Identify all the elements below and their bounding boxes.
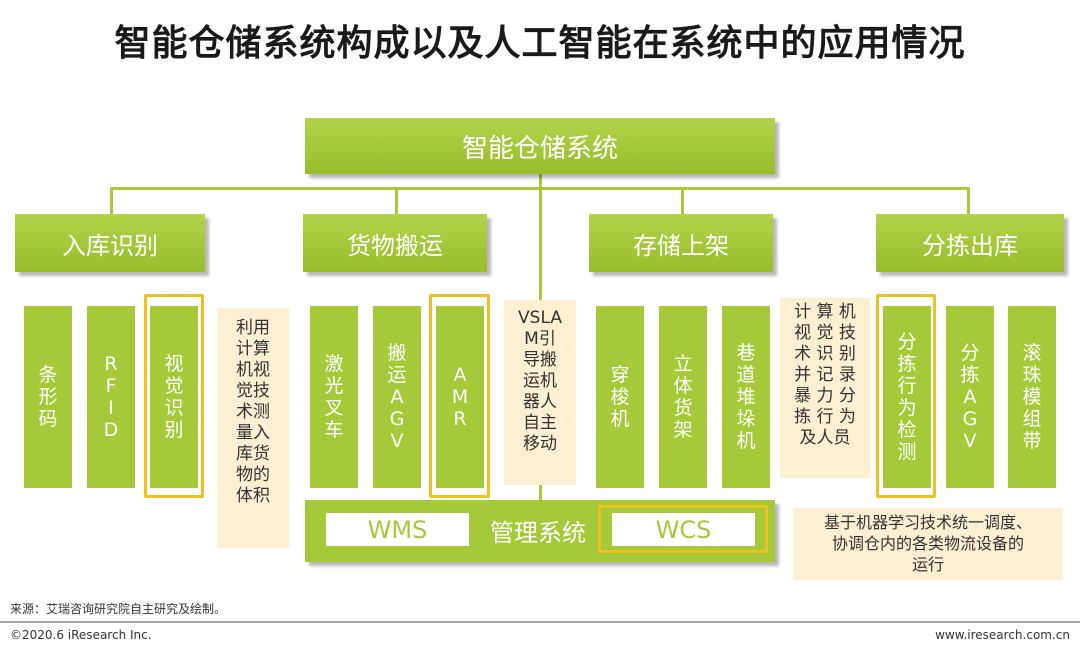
page-title: 智能仓储系统构成以及人工智能在系统中的应用情况 bbox=[114, 23, 966, 64]
highlight-sorting-detection bbox=[876, 294, 936, 498]
copyright: ©2020.6 iResearch Inc. bbox=[10, 628, 152, 642]
website-link[interactable]: www.iresearch.com.cn bbox=[935, 628, 1070, 642]
wcs-box: WCS bbox=[612, 513, 755, 546]
branch-drop-3 bbox=[681, 187, 684, 215]
root-stem bbox=[539, 174, 542, 188]
note-vslam: VSLA M引 导搬 运机 器人 自主 移动 bbox=[504, 300, 576, 485]
note-violent-sorting: 计 算 机 视 觉 技 术 识 别 并 记 录 暴 力 分 拣 行 为 及人员 bbox=[780, 298, 870, 478]
item-sorting-agv: 分 拣 A G V bbox=[946, 306, 994, 488]
category-sorting: 分拣出库 bbox=[876, 214, 1064, 272]
item-transport-agv: 搬 运 A G V bbox=[373, 306, 421, 488]
item-ball-module-belt: 滚 珠 模 组 带 bbox=[1008, 306, 1056, 488]
note-dispatch: 基于机器学习技术统一调度、 协调仓内的各类物流设备的 运行 bbox=[793, 508, 1063, 580]
branch-drop-2 bbox=[395, 187, 398, 215]
category-transport: 货物搬运 bbox=[303, 214, 487, 272]
category-inbound: 入库识别 bbox=[15, 214, 205, 272]
item-visual-recognition: 视 觉 识 别 bbox=[150, 306, 198, 488]
item-3d-shelf: 立 体 货 架 bbox=[659, 306, 707, 488]
note-volume-measurement: 利用 计算 机视 觉技 术测 量入 库货 物的 体积 bbox=[217, 308, 289, 548]
branch-drop-4 bbox=[967, 187, 970, 215]
item-sorting-detection: 分 拣 行 为 检 测 bbox=[883, 306, 931, 488]
highlight-amr bbox=[429, 294, 490, 498]
source-note: 来源：艾瑞咨询研究院自主研究及绘制。 bbox=[10, 602, 227, 616]
management-system-label: 管理系统 bbox=[490, 518, 586, 547]
category-storage: 存储上架 bbox=[589, 214, 773, 272]
item-stacker-crane: 巷 道 堆 垛 机 bbox=[722, 306, 770, 488]
item-amr: A M R bbox=[436, 306, 484, 488]
highlight-wcs bbox=[598, 505, 768, 553]
root-node: 智能仓储系统 bbox=[305, 118, 775, 174]
item-rfid: R F I D bbox=[87, 306, 135, 488]
item-laser-forklift: 激 光 叉 车 bbox=[310, 306, 358, 488]
item-barcode: 条 形 码 bbox=[24, 306, 72, 488]
branch-drop-1 bbox=[110, 187, 113, 215]
footer-divider bbox=[0, 621, 1080, 623]
wms-box: WMS bbox=[326, 513, 469, 546]
highlight-visual-recognition bbox=[144, 294, 204, 498]
item-shuttle: 穿 梭 机 bbox=[596, 306, 644, 488]
